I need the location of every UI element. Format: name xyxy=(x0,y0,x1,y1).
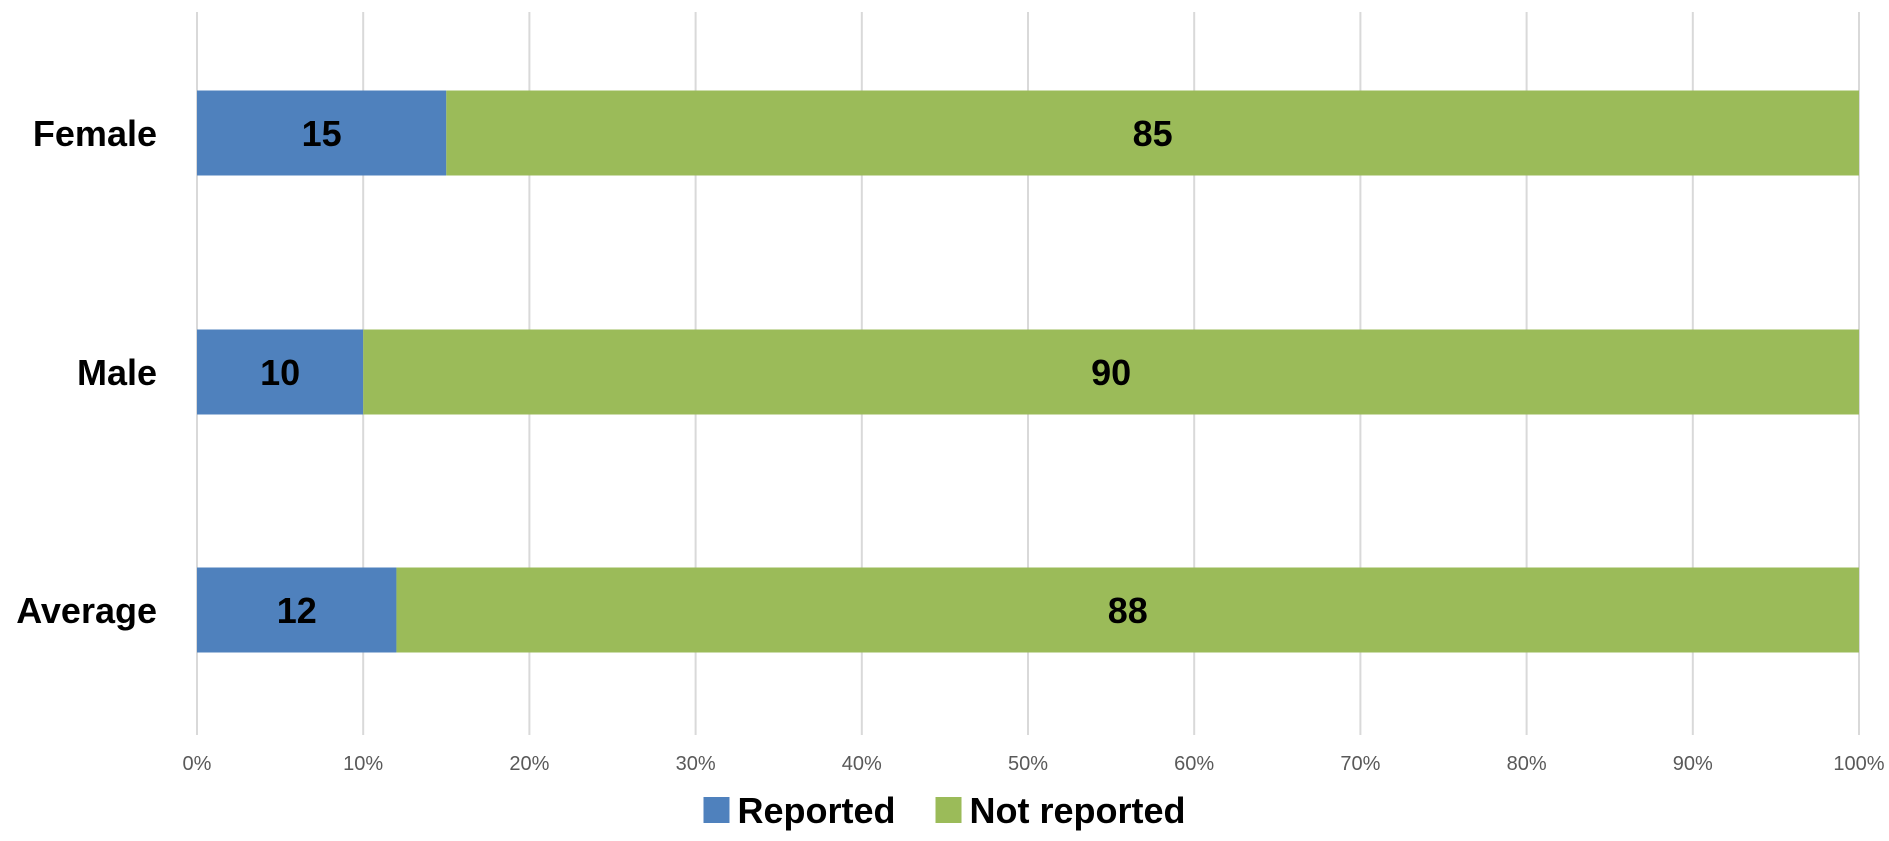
x-axis-ticks: 0% 10% 20% 30% 40% 50% 60% 70% 80% 90% 100% xyxy=(183,753,1885,775)
x-tick-label: 100% xyxy=(1833,753,1884,775)
data-label: 15 xyxy=(302,113,342,154)
category-label: Female xyxy=(33,113,157,154)
legend-item: Not reported xyxy=(935,790,1186,831)
x-tick-label: 30% xyxy=(676,753,716,775)
x-tick-label: 60% xyxy=(1174,753,1214,775)
x-tick-label: 90% xyxy=(1673,753,1713,775)
bar-segment xyxy=(363,329,1860,415)
x-tick-label: 0% xyxy=(183,753,212,775)
bar-segment xyxy=(197,90,447,176)
data-label: 10 xyxy=(260,352,300,393)
legend-label: Reported xyxy=(737,790,895,831)
legend: Reported Not reported xyxy=(703,790,1186,831)
category-label: Male xyxy=(77,352,157,393)
legend-swatch xyxy=(935,797,962,823)
x-tick-label: 40% xyxy=(842,753,882,775)
bar-segment xyxy=(197,329,364,415)
category-labels: Female Male Average xyxy=(16,113,157,631)
data-label: 85 xyxy=(1133,113,1173,154)
legend-item: Reported xyxy=(703,790,896,831)
x-tick-label: 70% xyxy=(1340,753,1380,775)
data-label: 12 xyxy=(277,590,317,631)
legend-label: Not reported xyxy=(970,790,1186,831)
category-label: Average xyxy=(16,590,157,631)
x-tick-label: 20% xyxy=(509,753,549,775)
bar-segment xyxy=(446,90,1859,176)
bar-segment xyxy=(197,567,397,653)
x-tick-label: 80% xyxy=(1507,753,1547,775)
bar-segment xyxy=(396,567,1860,653)
legend-swatch xyxy=(703,797,730,823)
x-tick-label: 50% xyxy=(1008,753,1048,775)
data-label: 88 xyxy=(1108,590,1148,631)
data-label: 90 xyxy=(1091,352,1131,393)
bars: 15 85 10 90 12 88 xyxy=(197,90,1860,653)
x-tick-label: 10% xyxy=(343,753,383,775)
